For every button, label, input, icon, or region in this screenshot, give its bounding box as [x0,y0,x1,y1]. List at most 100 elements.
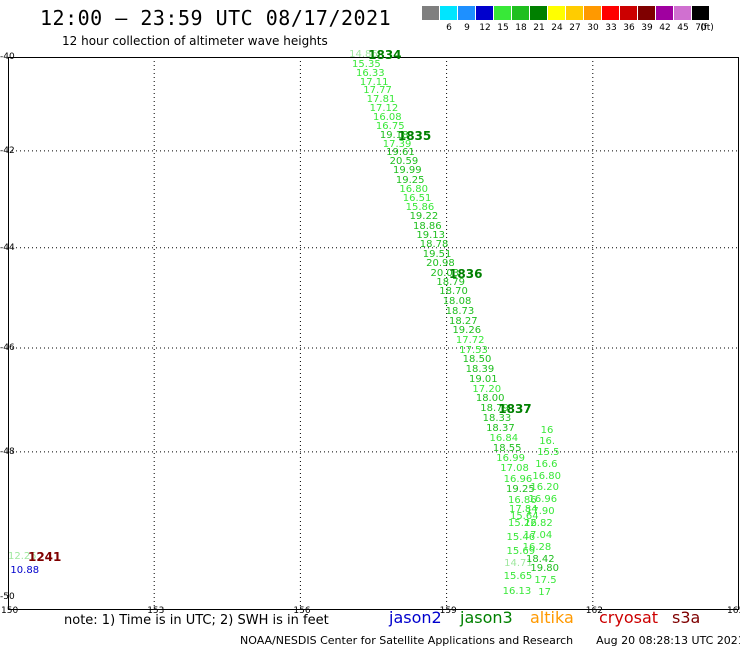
legend-label: 36 [623,23,635,33]
legend-label: 24 [551,23,563,33]
pass-time-label: 1834 [368,48,402,63]
legend-swatch [458,6,476,20]
lat-tick-label: -40 [0,52,15,62]
wave-height-label: 18.00 [475,393,505,405]
legend-swatch [602,6,620,20]
satellite-jason2: jason2 [389,608,442,627]
legend-label: 12 [479,23,491,33]
legend-swatch [440,6,458,20]
wave-height-label: 17.11 [359,76,389,88]
lon-tick-label: 162 [585,606,603,616]
wave-height-label: 19.22 [409,211,439,223]
wave-height-label: 19.13 [416,229,446,241]
wave-height-label: 16.51 [402,192,432,204]
legend-label: 21 [533,23,545,33]
map-frame [8,57,739,610]
footer-timestamp: Aug 20 08:28:13 UTC 2021 [596,634,740,647]
wave-height-label: 18.50 [462,354,492,366]
pass-time-label: 1835 [397,129,432,144]
legend-unit: (ft) [700,23,714,33]
wave-height-label: 16.86 [508,494,537,506]
wave-height-label: 17.77 [363,85,392,97]
wave-height-label: 19.25 [395,174,425,186]
wave-height-label: 17.90 [526,505,555,517]
wave-height-label: 19.26 [452,325,482,337]
wave-height-label: 16.33 [355,67,385,79]
wave-height-label: 17.72 [455,334,485,346]
wave-height-label: 14.86 [349,49,378,61]
wave-height-label: 19.25 [506,483,535,495]
wave-height-label: 16.08 [373,112,402,124]
map-plot-area [8,57,739,610]
wave-height-label: 18.79 [436,276,465,288]
wave-height-label: 15.69 [506,546,536,558]
legend-label: 15 [497,23,509,33]
wave-height-label: 16.99 [496,453,525,465]
lon-tick-label: 165 [727,606,740,616]
wave-height-label: 16.75 [375,121,405,133]
wave-height-label: 15.35 [352,58,381,70]
wave-height-label: 16 [540,424,554,436]
wave-height-label: 18.39 [465,364,495,376]
wave-height-label: 17 [538,587,551,599]
wave-height-label: 19.01 [469,373,498,385]
wave-height-label: 17.20 [472,383,502,395]
wave-height-label: 16.82 [524,517,553,529]
wave-height-label: 16.80 [399,183,428,195]
lat-tick-label: -42 [0,145,15,156]
legend-swatch [692,6,710,20]
wave-height-label: 16.96 [503,473,533,485]
wave-height-label: 19.18 [379,130,409,142]
wave-height-label: 17.39 [382,139,412,151]
legend-swatch [620,6,638,20]
lat-tick-label: -44 [0,242,15,253]
lon-tick-label: 153 [147,606,165,616]
wave-height-label: 20.98 [426,258,455,270]
wave-height-label: 18.33 [482,413,512,425]
footer-credit: NOAA/NESDIS Center for Satellite Applica… [240,634,740,647]
wave-height-label: 16. [539,435,556,447]
wave-height-label: 17.08 [500,463,529,475]
wave-height-label: 19.61 [386,147,415,159]
wave-height-label: 15.5 [537,447,560,459]
legend-label: 27 [569,23,581,33]
map-grid [8,57,739,610]
legend-swatch [530,6,548,20]
wave-height-label: 20.03 [430,267,460,279]
legend-label: 42 [659,23,671,33]
wave-height-label: 20.59 [389,156,419,168]
legend-label: 70 [695,23,707,33]
legend-swatch [674,6,692,20]
lon-tick-label: 150 [1,606,19,616]
legend-label: 6 [446,23,452,33]
legend-label: 39 [641,23,653,33]
wave-height-label: 18.73 [445,306,475,318]
wave-height-label: 15.22 [508,518,537,530]
legend-label: 9 [464,23,470,33]
wave-height-label: 17.81 [366,94,396,106]
legend-label: 45 [677,23,689,33]
wave-height-label: 15.64 [509,510,539,522]
wave-height-label: 18.27 [449,315,478,327]
wave-height-label: 15.46 [506,531,536,543]
wave-height-label: 16.96 [528,493,558,505]
wave-height-label: 17.53 [459,344,488,356]
lat-tick-label: -46 [0,343,15,353]
satellite-altika: altika [530,608,574,627]
legend-swatch [512,6,530,20]
legend-label: 33 [605,23,617,33]
legend-swatch [638,6,656,20]
wave-height-label: 16.28 [522,541,552,553]
wave-height-label: 19.99 [392,165,422,177]
wave-height-label: 14.71 [504,558,533,570]
legend-swatch [422,6,440,20]
legend-label: 30 [587,23,599,33]
wave-height-label: 16.6 [535,459,558,471]
wave-height-label: 17.5 [534,574,557,586]
wave-height-label: 18.78 [419,239,449,251]
pass-time-label: 1836 [449,266,483,281]
satellite-s3a: s3a [672,608,701,627]
lat-tick-label: -50 [0,592,15,602]
lon-tick-label: 156 [293,606,311,616]
legend-swatch [656,6,674,20]
